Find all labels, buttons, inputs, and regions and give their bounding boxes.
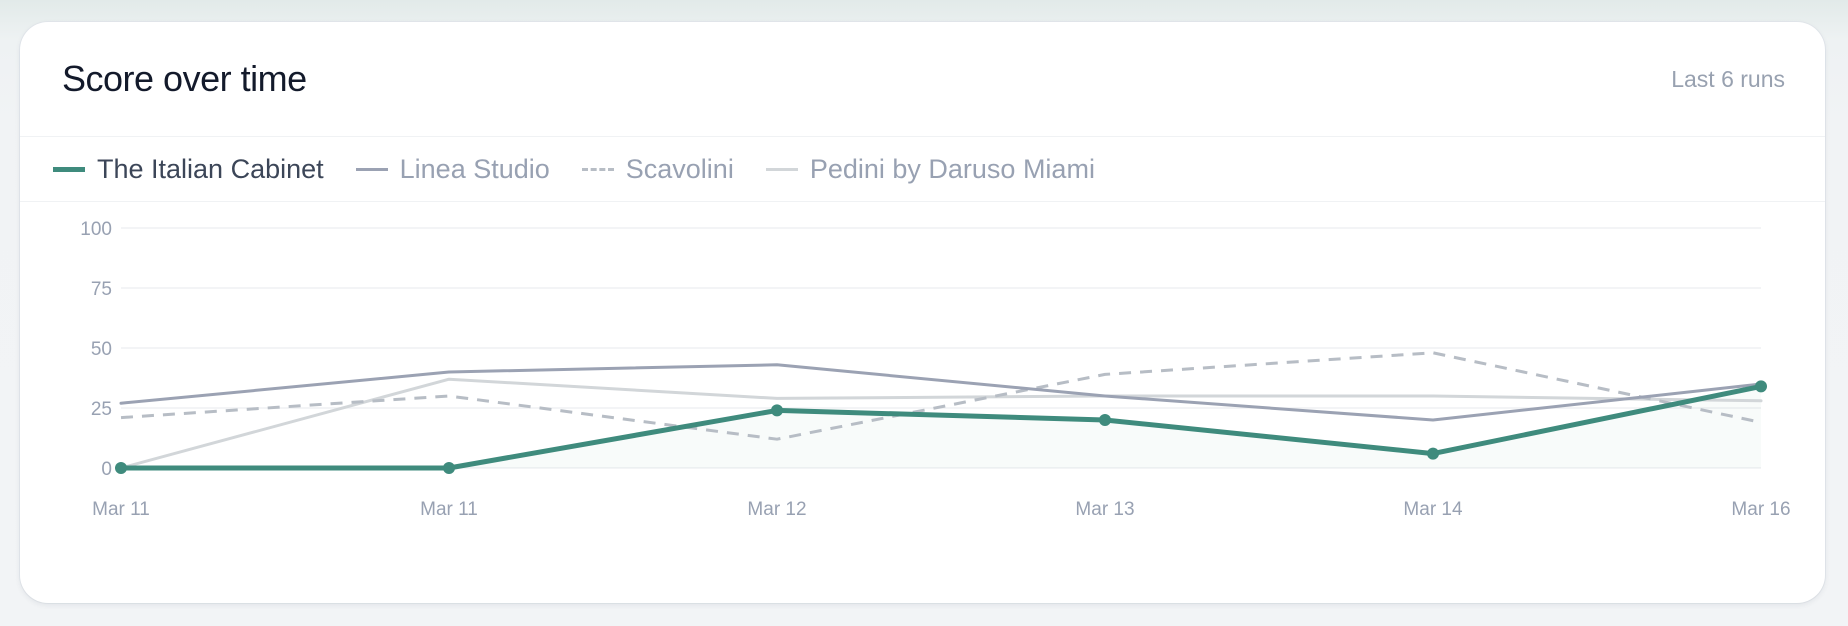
line-chart: 0 25 50 75 100 Mar 11 Mar 11 Mar 12 Mar 13 Mar 1… <box>20 204 1825 603</box>
line-swatch-icon <box>355 167 388 171</box>
x-tick-label: Mar 14 <box>1403 499 1463 520</box>
card-title: Score over time <box>62 58 307 99</box>
data-point-marker[interactable] <box>771 404 783 417</box>
series-lines <box>118 351 1764 471</box>
score-over-time-card: Score over time Last 6 runs The Italian … <box>20 22 1825 603</box>
chart-legend: The Italian Cabinet Linea Studio Scavoli… <box>20 137 1825 202</box>
data-point-marker[interactable] <box>1099 414 1111 426</box>
series-line-the-italian-cabinet[interactable] <box>118 383 1764 471</box>
y-tick-label: 75 <box>91 279 112 300</box>
series-line-linea-studio[interactable] <box>119 363 1763 422</box>
data-point-marker[interactable] <box>1755 380 1767 393</box>
legend-item-pedini[interactable]: Pedini by Daruso Miami <box>765 153 1095 185</box>
x-tick-label: Mar 13 <box>1075 499 1134 520</box>
line-swatch-icon <box>765 167 798 171</box>
series-line-scavolini[interactable] <box>120 351 1762 441</box>
series-line-pedini-by-daruso-miami[interactable] <box>119 377 1763 470</box>
data-point-marker[interactable] <box>1427 447 1439 460</box>
x-tick-label: Mar 11 <box>92 499 150 520</box>
y-tick-label: 50 <box>91 339 112 360</box>
y-axis: 0 25 50 75 100 <box>80 219 112 480</box>
dashed-line-swatch-icon <box>581 167 614 171</box>
legend-item-linea-studio[interactable]: Linea Studio <box>355 153 550 185</box>
legend-item-scavolini[interactable]: Scavolini <box>581 153 734 185</box>
y-tick-label: 25 <box>91 399 112 420</box>
y-tick-label: 0 <box>101 459 112 480</box>
legend-label: Scavolini <box>625 153 734 184</box>
line-swatch-icon <box>53 166 85 172</box>
x-axis: Mar 11 Mar 11 Mar 12 Mar 13 Mar 14 Mar 16 <box>92 499 1790 520</box>
x-tick-label: Mar 16 <box>1731 499 1790 520</box>
legend-label: Pedini by Daruso Miami <box>809 153 1095 184</box>
data-point-marker[interactable] <box>443 462 455 474</box>
x-tick-label: Mar 11 <box>420 499 478 520</box>
card-header: Score over time Last 6 runs <box>20 22 1825 137</box>
y-tick-label: 100 <box>80 219 112 240</box>
chart-grid <box>121 227 1761 469</box>
primary-series-markers <box>115 380 1767 474</box>
legend-item-italian-cabinet[interactable]: The Italian Cabinet <box>53 154 324 185</box>
runs-range-label: Last 6 runs <box>1671 66 1785 92</box>
legend-label: The Italian Cabinet <box>97 153 324 184</box>
x-tick-label: Mar 12 <box>747 499 806 520</box>
data-point-marker[interactable] <box>115 462 127 474</box>
legend-label: Linea Studio <box>399 153 550 184</box>
